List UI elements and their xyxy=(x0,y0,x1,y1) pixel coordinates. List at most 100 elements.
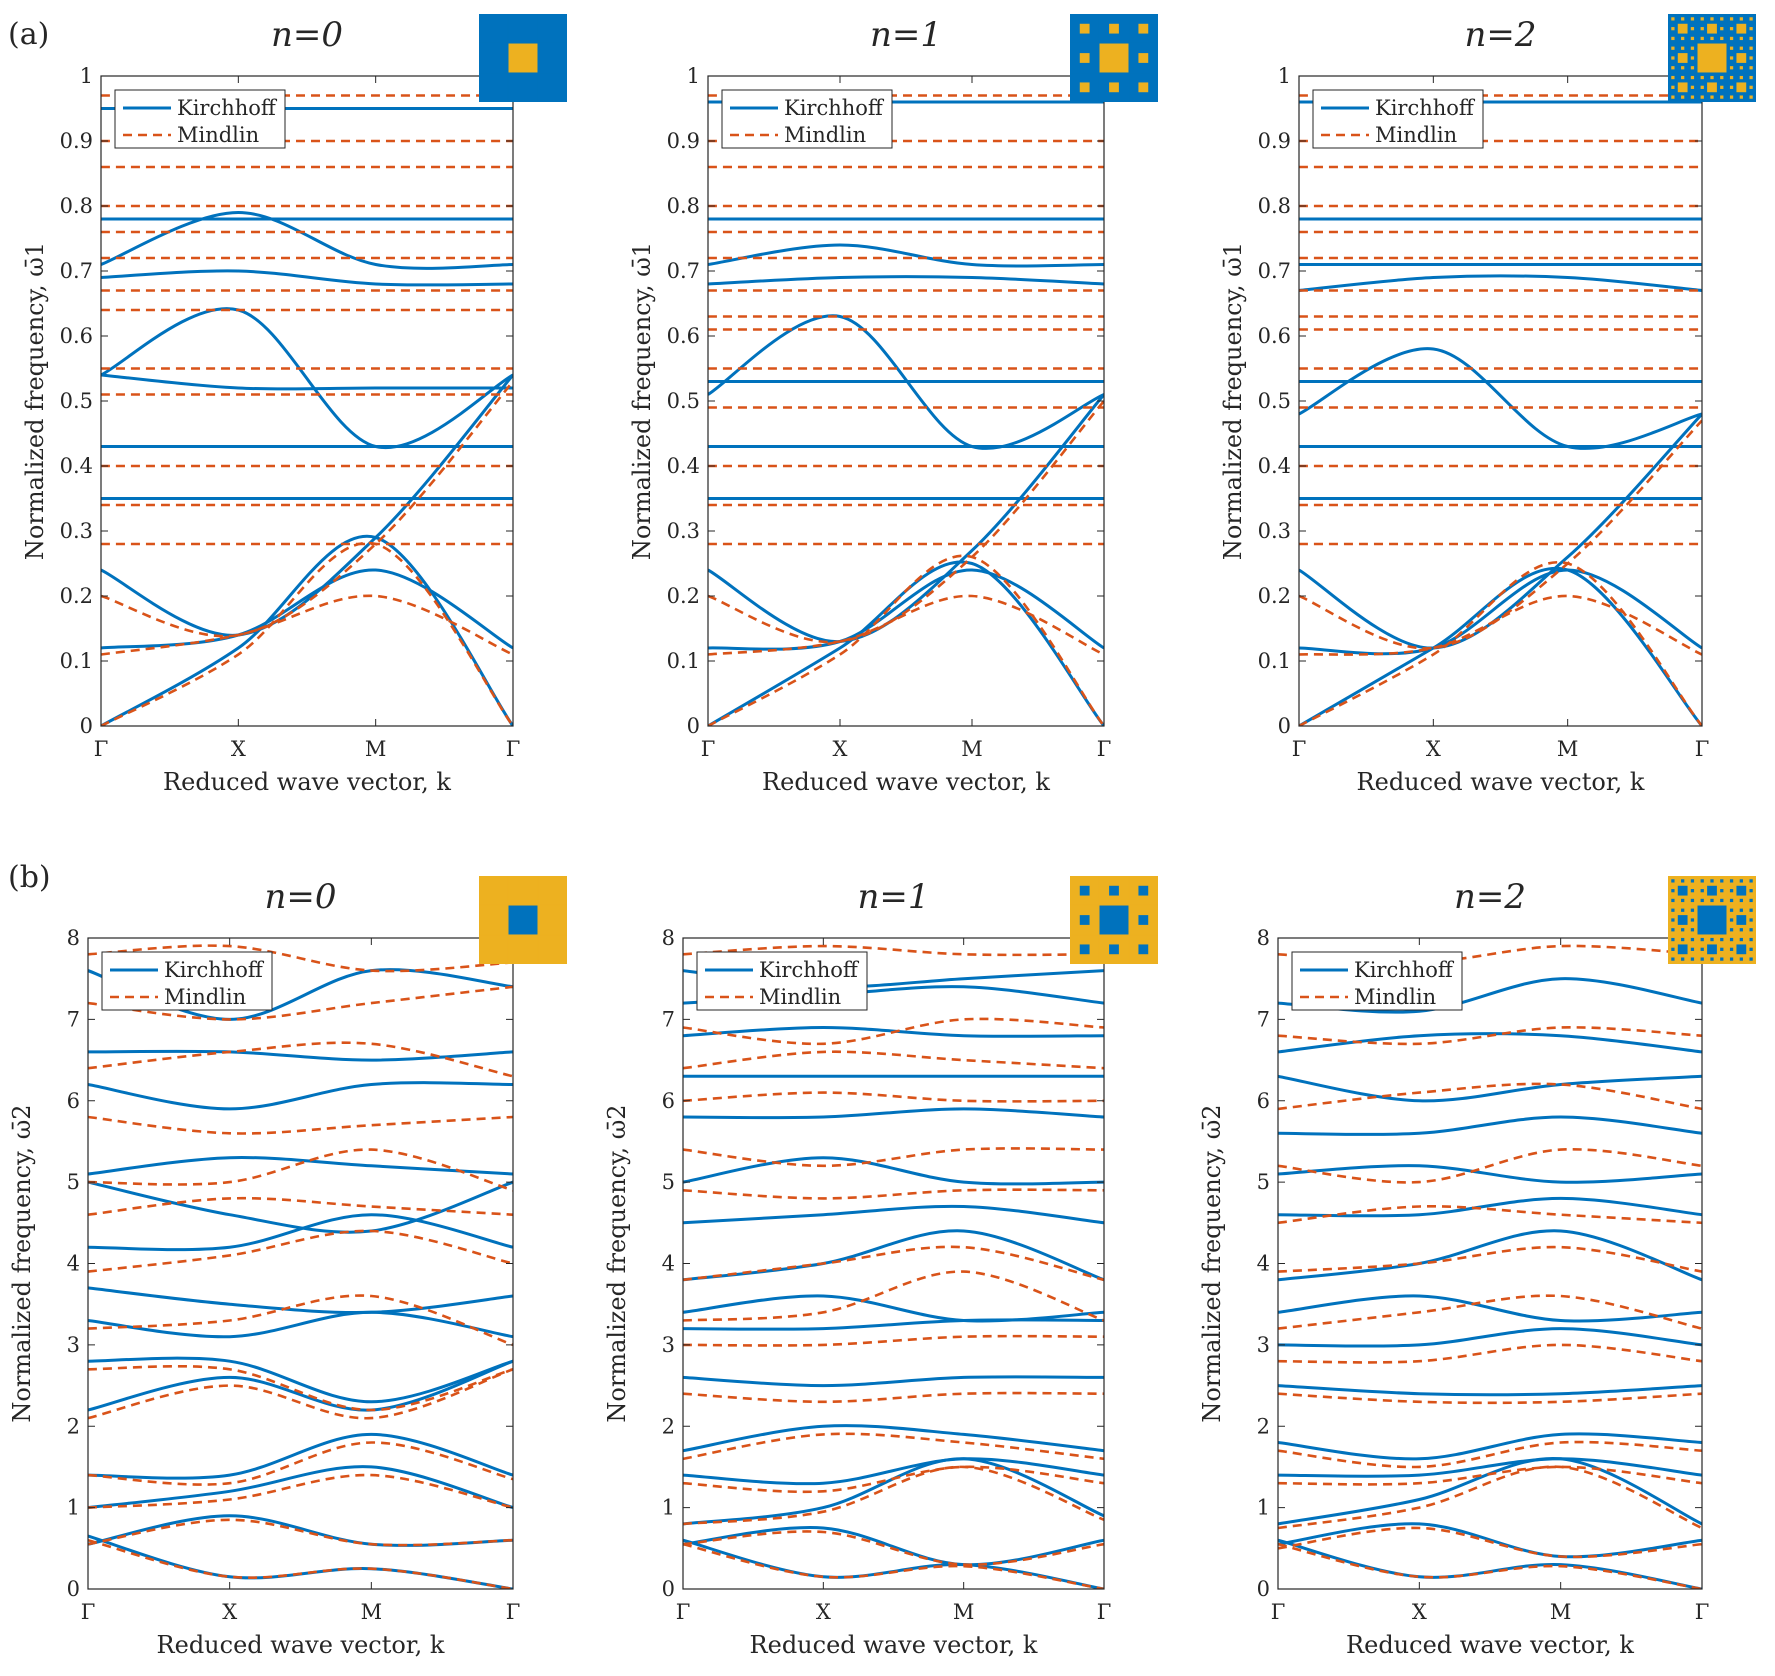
mindlin-band-1 xyxy=(88,1518,513,1547)
kirchhoff-band-5 xyxy=(1278,1384,1702,1397)
chart-panel-b-0: 0 1 2 3 4 5 6 7 8 Γ X M Γ Reduced wave vector, k Norma… xyxy=(8,876,567,1659)
mindlin-band-6 xyxy=(88,1294,513,1347)
unit-cell-square xyxy=(1739,95,1743,99)
x-tick-label: X xyxy=(231,737,246,761)
unit-cell-square xyxy=(1690,928,1695,932)
kirchhoff-band-13 xyxy=(1278,1032,1702,1054)
unit-cell-square xyxy=(1138,53,1149,63)
kirchhoff-band-10 xyxy=(683,1156,1104,1186)
mindlin-band-0 xyxy=(101,541,513,726)
unit-cell-square xyxy=(1671,937,1675,942)
mindlin-band-12 xyxy=(1278,1026,1702,1046)
unit-cell-square xyxy=(1109,23,1119,34)
y-tick-label: 8 xyxy=(67,926,80,950)
unit-cell-square xyxy=(1736,915,1747,925)
unit-cell-square xyxy=(1720,36,1724,41)
unit-cell-square xyxy=(1749,879,1753,883)
unit-cell-square xyxy=(1739,898,1743,903)
unit-cell-square xyxy=(1710,898,1714,903)
mindlin-band-5 xyxy=(88,1364,513,1412)
mindlin-band-9 xyxy=(683,1188,1104,1200)
unit-cell-square xyxy=(1739,879,1743,883)
y-axis-label: Normalized frequency, ω̄1 xyxy=(1219,242,1247,560)
unit-cell-square xyxy=(1749,46,1753,50)
y-tick-label: 0 xyxy=(1257,1577,1270,1601)
unit-cell-square xyxy=(1671,928,1675,932)
kirchhoff-band-6 xyxy=(683,1318,1104,1331)
chart-panel-a-2: 0 0.1 0.2 0.3 0.4 0.5 0.6 0.7 0.8 0.9 1 Γ X M Γ Reduced… xyxy=(1219,14,1756,796)
unit-cell-square xyxy=(1690,85,1695,89)
x-tick-label: M xyxy=(1550,1600,1572,1624)
unit-cell-square xyxy=(1729,879,1734,883)
kirchhoff-band-7 xyxy=(708,275,1104,286)
legend: Kirchhoff Mindlin xyxy=(101,951,273,1011)
legend-box xyxy=(101,951,273,1011)
unit-cell-square xyxy=(1729,937,1734,942)
mindlin-legend-label: Mindlin xyxy=(784,123,866,147)
kirchhoff-band-1 xyxy=(683,1526,1104,1567)
kirchhoff-band-1 xyxy=(101,568,513,650)
mindlin-band-10 xyxy=(88,1115,513,1135)
y-tick-label: 0.8 xyxy=(60,194,93,218)
kirchhoff-band-7 xyxy=(1299,274,1702,292)
y-tick-label: 0.5 xyxy=(60,389,93,413)
y-tick-label: 0 xyxy=(67,1577,80,1601)
y-tick-label: 0.8 xyxy=(1258,194,1291,218)
unit-cell-square xyxy=(1681,17,1685,21)
y-tick-label: 5 xyxy=(662,1170,675,1194)
unit-cell-square xyxy=(1749,928,1753,932)
unit-cell-square xyxy=(1690,75,1695,80)
unit-cell-square xyxy=(1729,928,1734,932)
unit-cell-square xyxy=(1681,957,1685,961)
y-axis-label: Normalized frequency, ω̄1 xyxy=(628,242,656,560)
legend-box xyxy=(1312,89,1484,149)
y-tick-label: 1 xyxy=(80,64,93,88)
unit-cell-square xyxy=(1079,53,1090,63)
kirchhoff-band-2 xyxy=(1278,1457,1702,1526)
unit-cell-square xyxy=(1749,66,1753,70)
mindlin-legend-label: Mindlin xyxy=(759,985,841,1009)
x-tick-label: X xyxy=(1426,737,1441,761)
unit-cell-square xyxy=(1749,36,1753,41)
kirchhoff-legend-label: Kirchhoff xyxy=(1354,958,1455,982)
x-tick-label: X xyxy=(222,1600,237,1624)
unit-cell-square xyxy=(1710,879,1714,883)
y-tick-label: 3 xyxy=(662,1333,675,1357)
x-tick-label: Γ xyxy=(1097,1600,1112,1624)
unit-cell-square xyxy=(1671,879,1675,883)
x-tick-label: Γ xyxy=(506,737,521,761)
y-tick-label: 1 xyxy=(687,64,700,88)
unit-cell-square xyxy=(1749,95,1753,99)
mindlin-band-11 xyxy=(1278,1082,1702,1111)
unit-cell-square xyxy=(1749,947,1753,951)
y-tick-label: 3 xyxy=(1257,1333,1270,1357)
kirchhoff-band-6 xyxy=(88,1310,513,1339)
mindlin-band-3 xyxy=(1278,1465,1702,1486)
mindlin-band-7 xyxy=(683,1270,1104,1322)
unit-cell-square xyxy=(1671,27,1675,31)
y-axis-label: Normalized frequency, ω̄2 xyxy=(8,1104,36,1422)
y-tick-label: 0.9 xyxy=(60,129,93,153)
kirchhoff-band-5 xyxy=(88,1356,513,1404)
unit-cell-square xyxy=(1671,75,1675,80)
plot-area xyxy=(708,76,1104,726)
mindlin-band-12 xyxy=(683,1050,1104,1070)
mindlin-band-0 xyxy=(1299,560,1702,726)
unit-cell-square xyxy=(1729,56,1734,60)
unit-cell-square xyxy=(1700,937,1704,942)
unit-cell-square xyxy=(1700,947,1704,951)
panel-tag-b: (b) xyxy=(8,860,51,895)
unit-cell-square xyxy=(1079,23,1090,34)
x-axis-label: Reduced wave vector, k xyxy=(762,768,1050,796)
unit-cell-square xyxy=(1079,82,1090,93)
y-tick-label: 5 xyxy=(1257,1170,1270,1194)
unit-cell-square xyxy=(1677,885,1688,896)
kirchhoff-band-8 xyxy=(1278,1229,1702,1282)
mindlin-band-2 xyxy=(1299,419,1702,650)
unit-cell-square xyxy=(1671,889,1675,893)
x-tick-label: Γ xyxy=(1292,737,1307,761)
unit-cell-square xyxy=(1671,947,1675,951)
unit-cell-square xyxy=(1700,75,1704,80)
y-tick-label: 0.7 xyxy=(1258,259,1291,283)
unit-cell-square xyxy=(1079,944,1090,955)
